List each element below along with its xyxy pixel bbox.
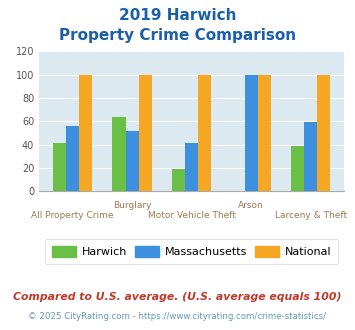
Bar	[258, 75, 271, 191]
Text: Larceny & Theft: Larceny & Theft	[275, 211, 347, 220]
Bar	[66, 126, 79, 191]
Bar	[53, 144, 66, 191]
Bar	[172, 169, 185, 191]
Bar	[291, 146, 304, 191]
Text: 2019 Harwich: 2019 Harwich	[119, 8, 236, 23]
Text: Arson: Arson	[239, 201, 264, 210]
Bar	[79, 75, 92, 191]
Bar	[139, 75, 152, 191]
Bar	[185, 144, 198, 191]
Text: Burglary: Burglary	[113, 201, 151, 210]
Bar	[304, 122, 317, 191]
Bar	[113, 116, 126, 191]
Text: Compared to U.S. average. (U.S. average equals 100): Compared to U.S. average. (U.S. average …	[13, 292, 342, 302]
Text: © 2025 CityRating.com - https://www.cityrating.com/crime-statistics/: © 2025 CityRating.com - https://www.city…	[28, 312, 327, 321]
Legend: Harwich, Massachusetts, National: Harwich, Massachusetts, National	[45, 239, 338, 264]
Bar	[198, 75, 211, 191]
Bar	[126, 131, 139, 191]
Bar	[245, 75, 258, 191]
Bar	[317, 75, 331, 191]
Text: Motor Vehicle Theft: Motor Vehicle Theft	[148, 211, 236, 220]
Text: All Property Crime: All Property Crime	[31, 211, 114, 220]
Text: Property Crime Comparison: Property Crime Comparison	[59, 28, 296, 43]
